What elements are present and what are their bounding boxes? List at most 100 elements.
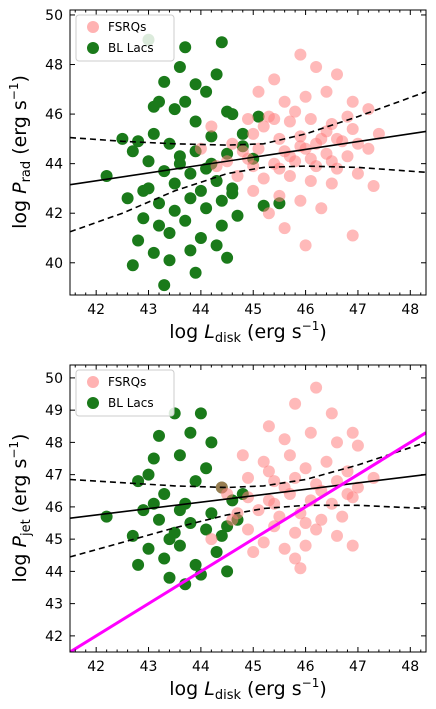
point-bl-lacs [179, 41, 192, 54]
point-fsrqs [341, 465, 354, 478]
point-fsrqs [294, 194, 307, 207]
x-tick-label: 48 [401, 302, 419, 318]
point-fsrqs [362, 103, 375, 116]
point-bl-lacs [200, 85, 213, 98]
point-bl-lacs [215, 36, 228, 49]
point-fsrqs [372, 127, 385, 140]
point-fsrqs [351, 439, 364, 452]
point-fsrqs [262, 207, 275, 220]
point-fsrqs [346, 426, 359, 439]
point-fsrqs [325, 407, 338, 420]
point-bl-lacs [226, 108, 239, 121]
point-bl-lacs [200, 462, 213, 475]
plot-frame [69, 364, 427, 653]
x-tick-label: 43 [140, 302, 158, 318]
point-fsrqs [346, 539, 359, 552]
point-fsrqs [252, 142, 265, 155]
point-bl-lacs [147, 127, 160, 140]
point-fsrqs [299, 539, 312, 552]
point-bl-lacs [236, 127, 249, 140]
y-tick-label: 43 [45, 597, 63, 613]
point-fsrqs [351, 137, 364, 150]
point-bl-lacs [147, 246, 160, 259]
point-bl-lacs [168, 204, 181, 217]
point-bl-lacs [205, 436, 218, 449]
point-fsrqs [289, 552, 302, 565]
y-tick-label: 45 [45, 532, 63, 548]
point-fsrqs [325, 177, 338, 190]
point-fsrqs [304, 152, 317, 165]
y-tick-label: 46 [45, 107, 63, 123]
point-fsrqs [367, 180, 380, 192]
point-fsrqs [247, 127, 260, 140]
point-fsrqs [278, 222, 291, 235]
point-bl-lacs [153, 429, 165, 442]
point-bl-lacs [221, 251, 234, 264]
x-tick-label: 46 [297, 659, 315, 675]
x-tick-label: 45 [244, 302, 262, 318]
point-bl-lacs [168, 103, 181, 116]
point-bl-lacs [158, 279, 171, 292]
point-fsrqs [346, 95, 359, 108]
point-bl-lacs [231, 209, 244, 222]
point-bl-lacs [153, 197, 165, 210]
point-bl-lacs [163, 137, 176, 150]
y-tick-label: 42 [45, 629, 63, 645]
point-fsrqs [299, 462, 312, 475]
point-fsrqs [268, 113, 281, 125]
point-bl-lacs [221, 565, 234, 578]
point-fsrqs [252, 85, 265, 98]
point-bl-lacs [153, 95, 165, 108]
point-fsrqs [310, 61, 323, 73]
y-tick-label: 42 [45, 206, 63, 222]
point-bl-lacs [215, 194, 228, 207]
point-fsrqs [320, 85, 333, 98]
y-tick-label: 47 [45, 468, 63, 484]
y-tick-label: 50 [45, 8, 63, 24]
point-fsrqs [283, 115, 296, 128]
point-fsrqs [289, 105, 302, 118]
point-bl-lacs [173, 61, 186, 73]
point-fsrqs [351, 481, 364, 494]
legend-label-bllacs: BL Lacs [108, 41, 154, 55]
point-bl-lacs [173, 157, 186, 170]
point-bl-lacs [142, 468, 155, 481]
x-tick-label: 44 [192, 302, 210, 318]
point-fsrqs [315, 202, 328, 215]
point-fsrqs [257, 120, 270, 133]
line-lower-band [70, 165, 426, 233]
y-tick-label: 40 [45, 256, 63, 272]
point-fsrqs [294, 562, 307, 575]
point-bl-lacs [173, 449, 186, 462]
point-bl-lacs [189, 558, 202, 571]
point-bl-lacs [184, 244, 197, 257]
point-fsrqs [341, 150, 354, 163]
point-bl-lacs [132, 135, 145, 148]
point-fsrqs [278, 481, 291, 494]
point-bl-lacs [163, 254, 176, 267]
point-fsrqs [283, 150, 296, 163]
point-bl-lacs [200, 202, 213, 215]
point-fsrqs [325, 497, 338, 510]
point-bl-lacs [200, 162, 213, 175]
plot-area [70, 33, 426, 292]
point-fsrqs [289, 397, 302, 410]
point-bl-lacs [210, 546, 223, 558]
x-tick-label: 42 [87, 302, 105, 318]
y-tick-label: 49 [45, 403, 63, 419]
point-fsrqs [273, 132, 286, 145]
point-fsrqs [325, 155, 338, 168]
point-bl-lacs [173, 504, 186, 517]
y-tick-label: 50 [45, 371, 63, 387]
x-tick-label: 42 [87, 659, 105, 675]
point-fsrqs [283, 170, 296, 182]
line-upper-band [70, 91, 426, 146]
point-bl-lacs [210, 239, 223, 252]
point-bl-lacs [189, 266, 202, 279]
point-fsrqs [247, 546, 260, 558]
point-bl-lacs [194, 184, 207, 197]
point-bl-lacs [158, 488, 171, 500]
point-fsrqs [205, 120, 218, 133]
point-fsrqs [320, 455, 333, 468]
